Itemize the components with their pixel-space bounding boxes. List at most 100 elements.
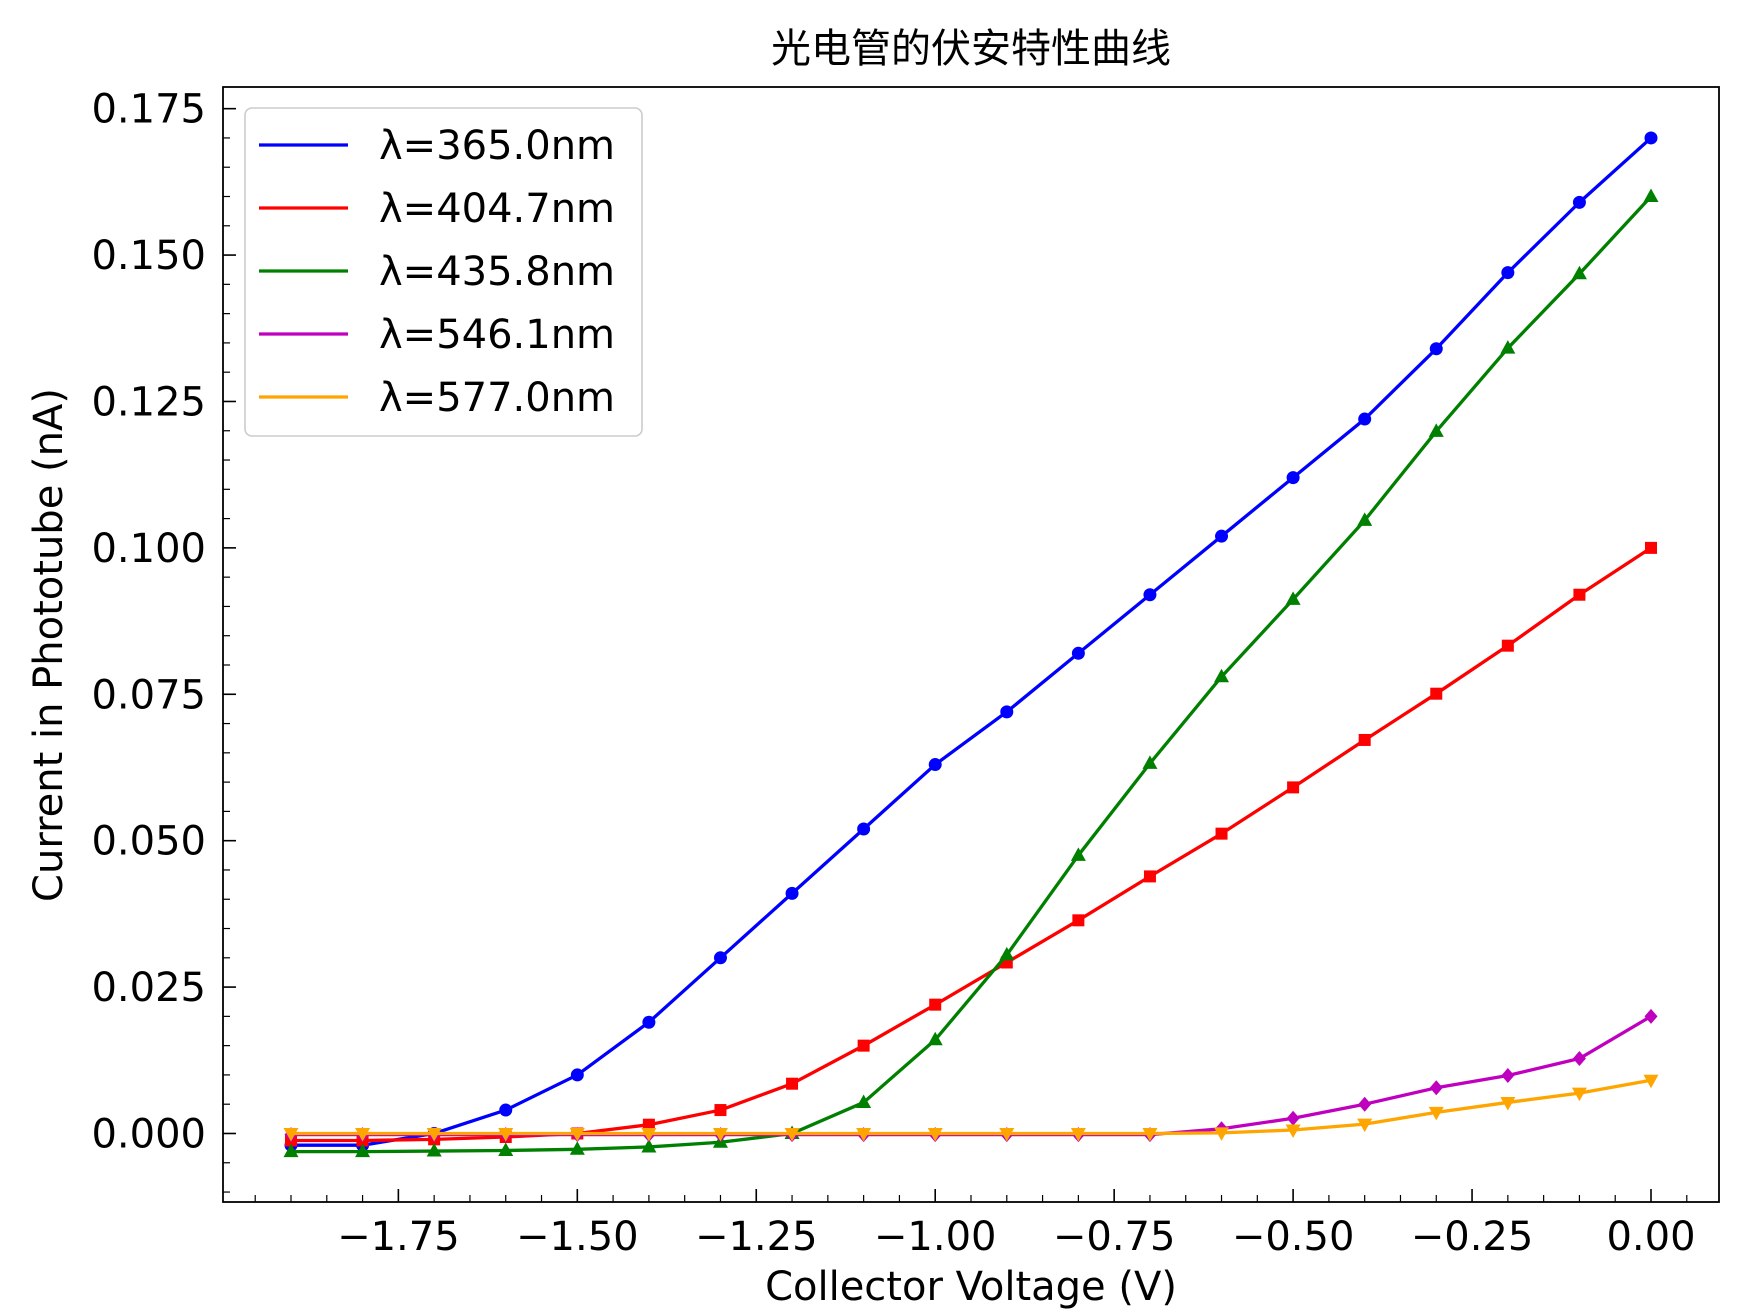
y-tick-label: 0.075 [91, 672, 206, 718]
series-0-point [1429, 342, 1443, 356]
series-3-point [1286, 1110, 1300, 1126]
series-2-point [1357, 512, 1373, 526]
series-2 [283, 188, 1659, 1158]
series-2-point [1142, 755, 1158, 769]
series-2-point [426, 1143, 442, 1157]
x-tick-label: −1.00 [874, 1214, 997, 1260]
series-1-line [289, 546, 1653, 1143]
series-1-point [1358, 733, 1371, 746]
series-4-point [498, 1127, 514, 1142]
y-tick-label: 0.000 [91, 1111, 206, 1157]
series-4-point [927, 1127, 943, 1142]
series-0-point [1000, 705, 1014, 719]
x-tick-label: 0.00 [1606, 1214, 1695, 1260]
series-4-point [569, 1127, 585, 1142]
series-0-point [1572, 195, 1586, 209]
legend-box [244, 107, 643, 437]
series-1-point [714, 1104, 727, 1117]
x-tick-label: −1.25 [695, 1214, 818, 1260]
series-4-point [1500, 1096, 1516, 1111]
legend: λ=365.0nm λ=404.7nm λ=435.8nm λ=546.1nm λ=57… [244, 107, 643, 437]
series-2-point [856, 1094, 872, 1108]
y-tick-label: 0.175 [91, 87, 206, 133]
x-tick-label: −1.50 [516, 1214, 639, 1260]
series-1-point [1501, 639, 1514, 652]
x-axis-label: Collector Voltage (V) [765, 1264, 1177, 1310]
series-0-point [785, 886, 799, 900]
x-tick-label: −0.50 [1232, 1214, 1355, 1260]
series-1-point [786, 1077, 799, 1090]
series-4-line [289, 1078, 1653, 1136]
series-4-point [355, 1127, 371, 1142]
series-4-point [999, 1127, 1015, 1142]
x-tick-label: −1.75 [337, 1214, 460, 1260]
series-1-point [1430, 687, 1443, 700]
y-tick-label: 0.050 [91, 819, 206, 865]
series-2-point [1571, 265, 1587, 280]
series-4-point [283, 1127, 299, 1142]
series-0-point [1071, 646, 1085, 660]
series-0-point [713, 951, 727, 965]
series-2-point [498, 1142, 514, 1156]
plot-frame [222, 86, 1720, 1203]
legend-label-3: λ=546.1nm [379, 312, 615, 358]
y-axis-label: Current in Phototube (nA) [26, 388, 72, 902]
series-2-point [1500, 340, 1516, 354]
series-3-point [1429, 1080, 1443, 1096]
y-tick-label: 0.025 [91, 965, 206, 1011]
series-2-line [289, 194, 1653, 1154]
series-3-point [1572, 1051, 1586, 1067]
series-2-point [1214, 668, 1230, 683]
series-4-point [1571, 1087, 1587, 1102]
legend-label-2: λ=435.8nm [379, 249, 615, 295]
axis-ticks: −1.75 −1.50 −1.25 −1.00 −0.75 −0.50 −0.25 0.000… [91, 87, 1695, 1260]
series-2-point [1070, 847, 1086, 861]
series-3-point [1644, 1008, 1658, 1024]
series-1-point [1072, 914, 1085, 927]
series-2-point [1643, 188, 1659, 203]
legend-label-1: λ=404.7nm [379, 186, 615, 232]
series-2-point [927, 1031, 943, 1046]
series-0-point [1143, 588, 1157, 602]
series-3-point [1501, 1068, 1515, 1084]
series-4-point [1357, 1118, 1373, 1133]
series-4 [283, 1074, 1659, 1142]
series-0-point [857, 822, 871, 836]
y-tick-label: 0.125 [91, 379, 206, 425]
series-1-point [1573, 588, 1586, 601]
series-1-point [1215, 827, 1228, 840]
series-4-point [1643, 1074, 1659, 1089]
y-tick-label: 0.100 [91, 526, 206, 572]
series-2-point [641, 1138, 657, 1153]
series-3-point [1358, 1096, 1372, 1112]
series-0-point [570, 1068, 584, 1082]
series-4-point [1142, 1127, 1158, 1142]
series-0-point [1215, 529, 1229, 543]
series-0-point [642, 1015, 656, 1029]
series-0-point [1286, 471, 1300, 485]
series-layer [283, 131, 1659, 1158]
series-2-point [283, 1143, 299, 1158]
series-1-point [1143, 870, 1156, 883]
series-2-point [1285, 591, 1301, 605]
series-2-point [569, 1141, 585, 1155]
series-1-point [857, 1039, 870, 1052]
series-2-point [1428, 423, 1444, 437]
series-4-point [856, 1127, 872, 1142]
x-tick-label: −0.75 [1053, 1214, 1176, 1260]
series-4-point [1070, 1127, 1086, 1142]
series-1-point [642, 1118, 655, 1131]
series-1-point [929, 998, 942, 1011]
series-1-point [1287, 781, 1300, 794]
series-0-point [499, 1103, 513, 1117]
chart-title: 光电管的伏安特性曲线 [771, 26, 1171, 72]
series-4-point [1285, 1124, 1301, 1138]
series-4-point [1428, 1106, 1444, 1121]
series-4-point [784, 1127, 800, 1142]
series-4-point [641, 1127, 657, 1142]
series-2-point [355, 1143, 371, 1158]
series-4-point [1214, 1127, 1230, 1141]
series-1-point [1645, 541, 1657, 554]
series-0-point [1644, 131, 1658, 145]
